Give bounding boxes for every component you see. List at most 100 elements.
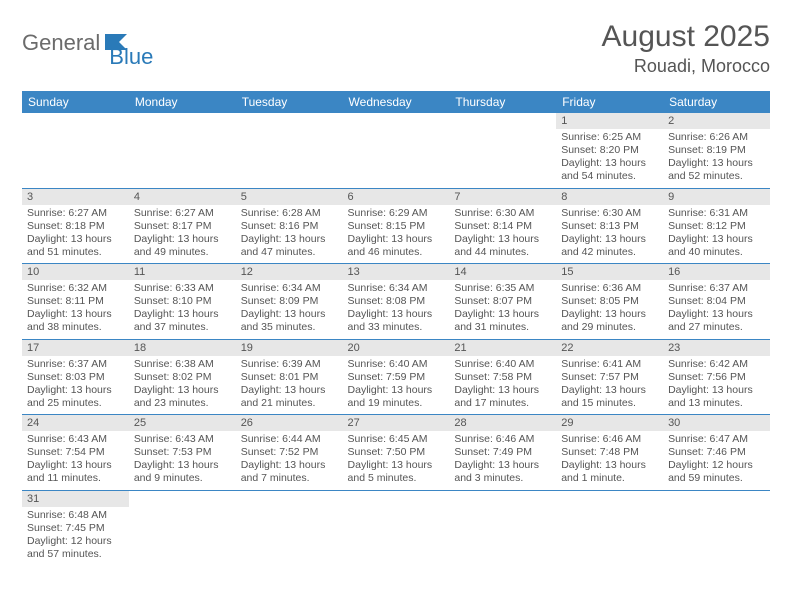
daylight-text: Daylight: 13 hours and 35 minutes.	[241, 308, 338, 334]
daylight-text: Daylight: 13 hours and 49 minutes.	[134, 233, 231, 259]
day-data: Sunrise: 6:42 AMSunset: 7:56 PMDaylight:…	[663, 356, 770, 415]
day-data: Sunrise: 6:38 AMSunset: 8:02 PMDaylight:…	[129, 356, 236, 415]
sunrise-text: Sunrise: 6:37 AM	[27, 358, 124, 371]
calendar-cell	[22, 113, 129, 188]
sunset-text: Sunset: 8:07 PM	[454, 295, 551, 308]
day-data: Sunrise: 6:30 AMSunset: 8:13 PMDaylight:…	[556, 205, 663, 264]
sunset-text: Sunset: 8:19 PM	[668, 144, 765, 157]
calendar-cell: 29Sunrise: 6:46 AMSunset: 7:48 PMDayligh…	[556, 415, 663, 491]
calendar-cell	[236, 113, 343, 188]
day-number: 17	[22, 340, 129, 356]
sunrise-text: Sunrise: 6:39 AM	[241, 358, 338, 371]
calendar-body: 1Sunrise: 6:25 AMSunset: 8:20 PMDaylight…	[22, 113, 770, 565]
daylight-text: Daylight: 13 hours and 15 minutes.	[561, 384, 658, 410]
sunrise-text: Sunrise: 6:33 AM	[134, 282, 231, 295]
day-data: Sunrise: 6:31 AMSunset: 8:12 PMDaylight:…	[663, 205, 770, 264]
sunset-text: Sunset: 7:45 PM	[27, 522, 124, 535]
sunrise-text: Sunrise: 6:28 AM	[241, 207, 338, 220]
sunset-text: Sunset: 8:09 PM	[241, 295, 338, 308]
weekday-header: Tuesday	[236, 91, 343, 113]
sunrise-text: Sunrise: 6:32 AM	[27, 282, 124, 295]
day-data: Sunrise: 6:37 AMSunset: 8:03 PMDaylight:…	[22, 356, 129, 415]
sunset-text: Sunset: 7:52 PM	[241, 446, 338, 459]
sunrise-text: Sunrise: 6:35 AM	[454, 282, 551, 295]
calendar-cell: 28Sunrise: 6:46 AMSunset: 7:49 PMDayligh…	[449, 415, 556, 491]
day-number: 27	[343, 415, 450, 431]
sunrise-text: Sunrise: 6:36 AM	[561, 282, 658, 295]
calendar-cell: 8Sunrise: 6:30 AMSunset: 8:13 PMDaylight…	[556, 188, 663, 264]
day-number: 20	[343, 340, 450, 356]
day-number: 31	[22, 491, 129, 507]
day-data	[236, 495, 343, 549]
day-number: 28	[449, 415, 556, 431]
daylight-text: Daylight: 12 hours and 57 minutes.	[27, 535, 124, 561]
calendar-cell: 31Sunrise: 6:48 AMSunset: 7:45 PMDayligh…	[22, 490, 129, 565]
day-data	[236, 117, 343, 171]
sunrise-text: Sunrise: 6:34 AM	[241, 282, 338, 295]
calendar-cell: 2Sunrise: 6:26 AMSunset: 8:19 PMDaylight…	[663, 113, 770, 188]
daylight-text: Daylight: 13 hours and 29 minutes.	[561, 308, 658, 334]
day-number: 1	[556, 113, 663, 129]
day-data: Sunrise: 6:45 AMSunset: 7:50 PMDaylight:…	[343, 431, 450, 490]
day-number: 9	[663, 189, 770, 205]
calendar-cell: 19Sunrise: 6:39 AMSunset: 8:01 PMDayligh…	[236, 339, 343, 415]
daylight-text: Daylight: 13 hours and 46 minutes.	[348, 233, 445, 259]
sunset-text: Sunset: 7:57 PM	[561, 371, 658, 384]
sunrise-text: Sunrise: 6:38 AM	[134, 358, 231, 371]
sunset-text: Sunset: 7:46 PM	[668, 446, 765, 459]
daylight-text: Daylight: 13 hours and 1 minute.	[561, 459, 658, 485]
sunset-text: Sunset: 7:48 PM	[561, 446, 658, 459]
sunrise-text: Sunrise: 6:46 AM	[561, 433, 658, 446]
sunrise-text: Sunrise: 6:46 AM	[454, 433, 551, 446]
calendar-cell: 16Sunrise: 6:37 AMSunset: 8:04 PMDayligh…	[663, 264, 770, 340]
sunset-text: Sunset: 8:08 PM	[348, 295, 445, 308]
sunset-text: Sunset: 7:56 PM	[668, 371, 765, 384]
day-number: 4	[129, 189, 236, 205]
month-title: August 2025	[602, 20, 770, 54]
daylight-text: Daylight: 13 hours and 19 minutes.	[348, 384, 445, 410]
sunrise-text: Sunrise: 6:29 AM	[348, 207, 445, 220]
sunrise-text: Sunrise: 6:43 AM	[134, 433, 231, 446]
sunrise-text: Sunrise: 6:30 AM	[454, 207, 551, 220]
calendar-cell: 10Sunrise: 6:32 AMSunset: 8:11 PMDayligh…	[22, 264, 129, 340]
day-number: 13	[343, 264, 450, 280]
calendar-cell: 24Sunrise: 6:43 AMSunset: 7:54 PMDayligh…	[22, 415, 129, 491]
day-number: 8	[556, 189, 663, 205]
calendar-cell	[449, 113, 556, 188]
daylight-text: Daylight: 13 hours and 5 minutes.	[348, 459, 445, 485]
daylight-text: Daylight: 13 hours and 27 minutes.	[668, 308, 765, 334]
calendar-cell	[129, 490, 236, 565]
calendar-cell: 18Sunrise: 6:38 AMSunset: 8:02 PMDayligh…	[129, 339, 236, 415]
calendar-cell: 1Sunrise: 6:25 AMSunset: 8:20 PMDaylight…	[556, 113, 663, 188]
day-number: 25	[129, 415, 236, 431]
day-data	[129, 495, 236, 549]
sunset-text: Sunset: 8:03 PM	[27, 371, 124, 384]
page-header: General Blue August 2025 Rouadi, Morocco	[0, 0, 792, 85]
sunrise-text: Sunrise: 6:27 AM	[134, 207, 231, 220]
sunset-text: Sunset: 8:13 PM	[561, 220, 658, 233]
calendar-cell: 13Sunrise: 6:34 AMSunset: 8:08 PMDayligh…	[343, 264, 450, 340]
calendar-cell: 15Sunrise: 6:36 AMSunset: 8:05 PMDayligh…	[556, 264, 663, 340]
daylight-text: Daylight: 13 hours and 3 minutes.	[454, 459, 551, 485]
sunset-text: Sunset: 8:12 PM	[668, 220, 765, 233]
calendar-header-row: Sunday Monday Tuesday Wednesday Thursday…	[22, 91, 770, 113]
day-data: Sunrise: 6:37 AMSunset: 8:04 PMDaylight:…	[663, 280, 770, 339]
day-data: Sunrise: 6:34 AMSunset: 8:08 PMDaylight:…	[343, 280, 450, 339]
daylight-text: Daylight: 13 hours and 21 minutes.	[241, 384, 338, 410]
day-data	[556, 495, 663, 549]
sunset-text: Sunset: 8:14 PM	[454, 220, 551, 233]
calendar-cell: 30Sunrise: 6:47 AMSunset: 7:46 PMDayligh…	[663, 415, 770, 491]
weekday-header: Friday	[556, 91, 663, 113]
sunrise-text: Sunrise: 6:40 AM	[454, 358, 551, 371]
daylight-text: Daylight: 13 hours and 17 minutes.	[454, 384, 551, 410]
day-data: Sunrise: 6:28 AMSunset: 8:16 PMDaylight:…	[236, 205, 343, 264]
sunset-text: Sunset: 8:18 PM	[27, 220, 124, 233]
daylight-text: Daylight: 13 hours and 52 minutes.	[668, 157, 765, 183]
calendar-cell: 11Sunrise: 6:33 AMSunset: 8:10 PMDayligh…	[129, 264, 236, 340]
day-number: 2	[663, 113, 770, 129]
day-data: Sunrise: 6:40 AMSunset: 7:58 PMDaylight:…	[449, 356, 556, 415]
sunrise-text: Sunrise: 6:34 AM	[348, 282, 445, 295]
calendar-cell	[129, 113, 236, 188]
sunrise-text: Sunrise: 6:44 AM	[241, 433, 338, 446]
sunrise-text: Sunrise: 6:43 AM	[27, 433, 124, 446]
